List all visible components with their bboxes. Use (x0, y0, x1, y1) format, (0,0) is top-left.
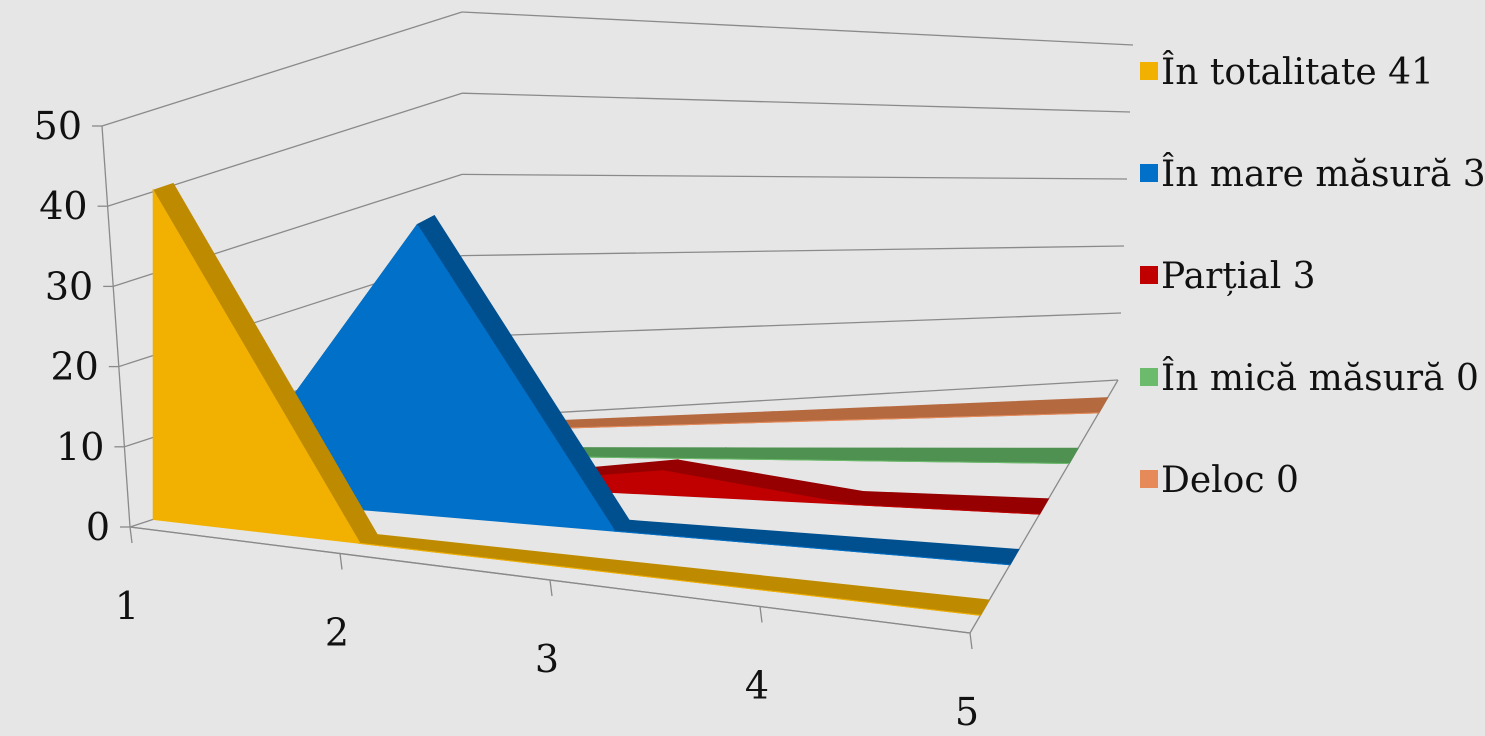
series-area (152, 188, 981, 616)
x-tick-mark (759, 606, 763, 623)
x-tick-mark (129, 526, 133, 544)
y-tick-label: 20 (50, 345, 98, 389)
back-gridline (461, 379, 1119, 419)
series-top-segment (850, 490, 1050, 515)
x-tick-mark (549, 579, 553, 597)
x-tick-label: 4 (745, 664, 769, 708)
x-tick-mark (969, 632, 973, 650)
legend-label: În mare măsură 36 (1161, 153, 1485, 195)
x-tick-label: 1 (115, 584, 139, 628)
legend-item: În mică măsură 0 (1140, 357, 1479, 399)
back-gridline (461, 92, 1131, 113)
series-group (152, 182, 1109, 616)
legend-swatch (1140, 470, 1158, 488)
legend-label: În mică măsură 0 (1161, 357, 1479, 399)
side-gridline (101, 11, 463, 127)
series-top-segment (358, 534, 583, 568)
legend-label: Parțial 3 (1161, 256, 1316, 297)
chart-walls (101, 11, 1134, 634)
legend-label: În totalitate 41 (1161, 51, 1434, 93)
legend-item: În totalitate 41 (1140, 51, 1434, 93)
x-tick-mark (339, 553, 343, 570)
back-gridline (461, 312, 1122, 338)
legend-item: Deloc 0 (1140, 460, 1299, 501)
series-top-segment (772, 577, 991, 616)
legend-item: Parțial 3 (1140, 256, 1316, 297)
legend: În totalitate 41 În mare măsură 36 Parțial… (1140, 51, 1485, 501)
back-gridline (461, 11, 1134, 46)
legend-swatch (1140, 164, 1158, 182)
y-tick-label: 40 (39, 184, 87, 228)
series-top-segment (811, 534, 1020, 566)
series-ribbon (152, 182, 991, 616)
y-tick-label: 10 (56, 425, 104, 469)
x-tick-label: 3 (535, 637, 559, 681)
series-area (218, 223, 1011, 566)
x-tick-label: 5 (955, 690, 979, 732)
legend-swatch (1140, 266, 1158, 284)
y-axis-line (101, 125, 131, 528)
axis-group: 0 10 20 30 40 50 1 2 3 4 5 (34, 104, 979, 734)
legend-swatch (1140, 368, 1158, 386)
legend-item: În mare măsură 36 (1140, 153, 1485, 195)
y-tick-label: 50 (34, 104, 82, 148)
back-gridline (461, 245, 1125, 257)
x-tick-label: 2 (325, 611, 349, 655)
y-tick-label: 30 (45, 264, 93, 308)
back-gridline (461, 173, 1128, 180)
legend-swatch (1140, 62, 1158, 80)
y-tick-label: 0 (86, 505, 110, 549)
legend-label: Deloc 0 (1161, 460, 1299, 501)
